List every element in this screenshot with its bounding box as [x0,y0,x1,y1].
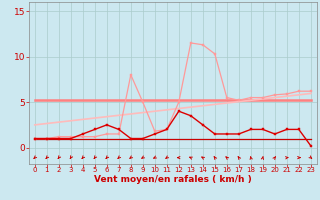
X-axis label: Vent moyen/en rafales ( km/h ): Vent moyen/en rafales ( km/h ) [94,175,252,184]
